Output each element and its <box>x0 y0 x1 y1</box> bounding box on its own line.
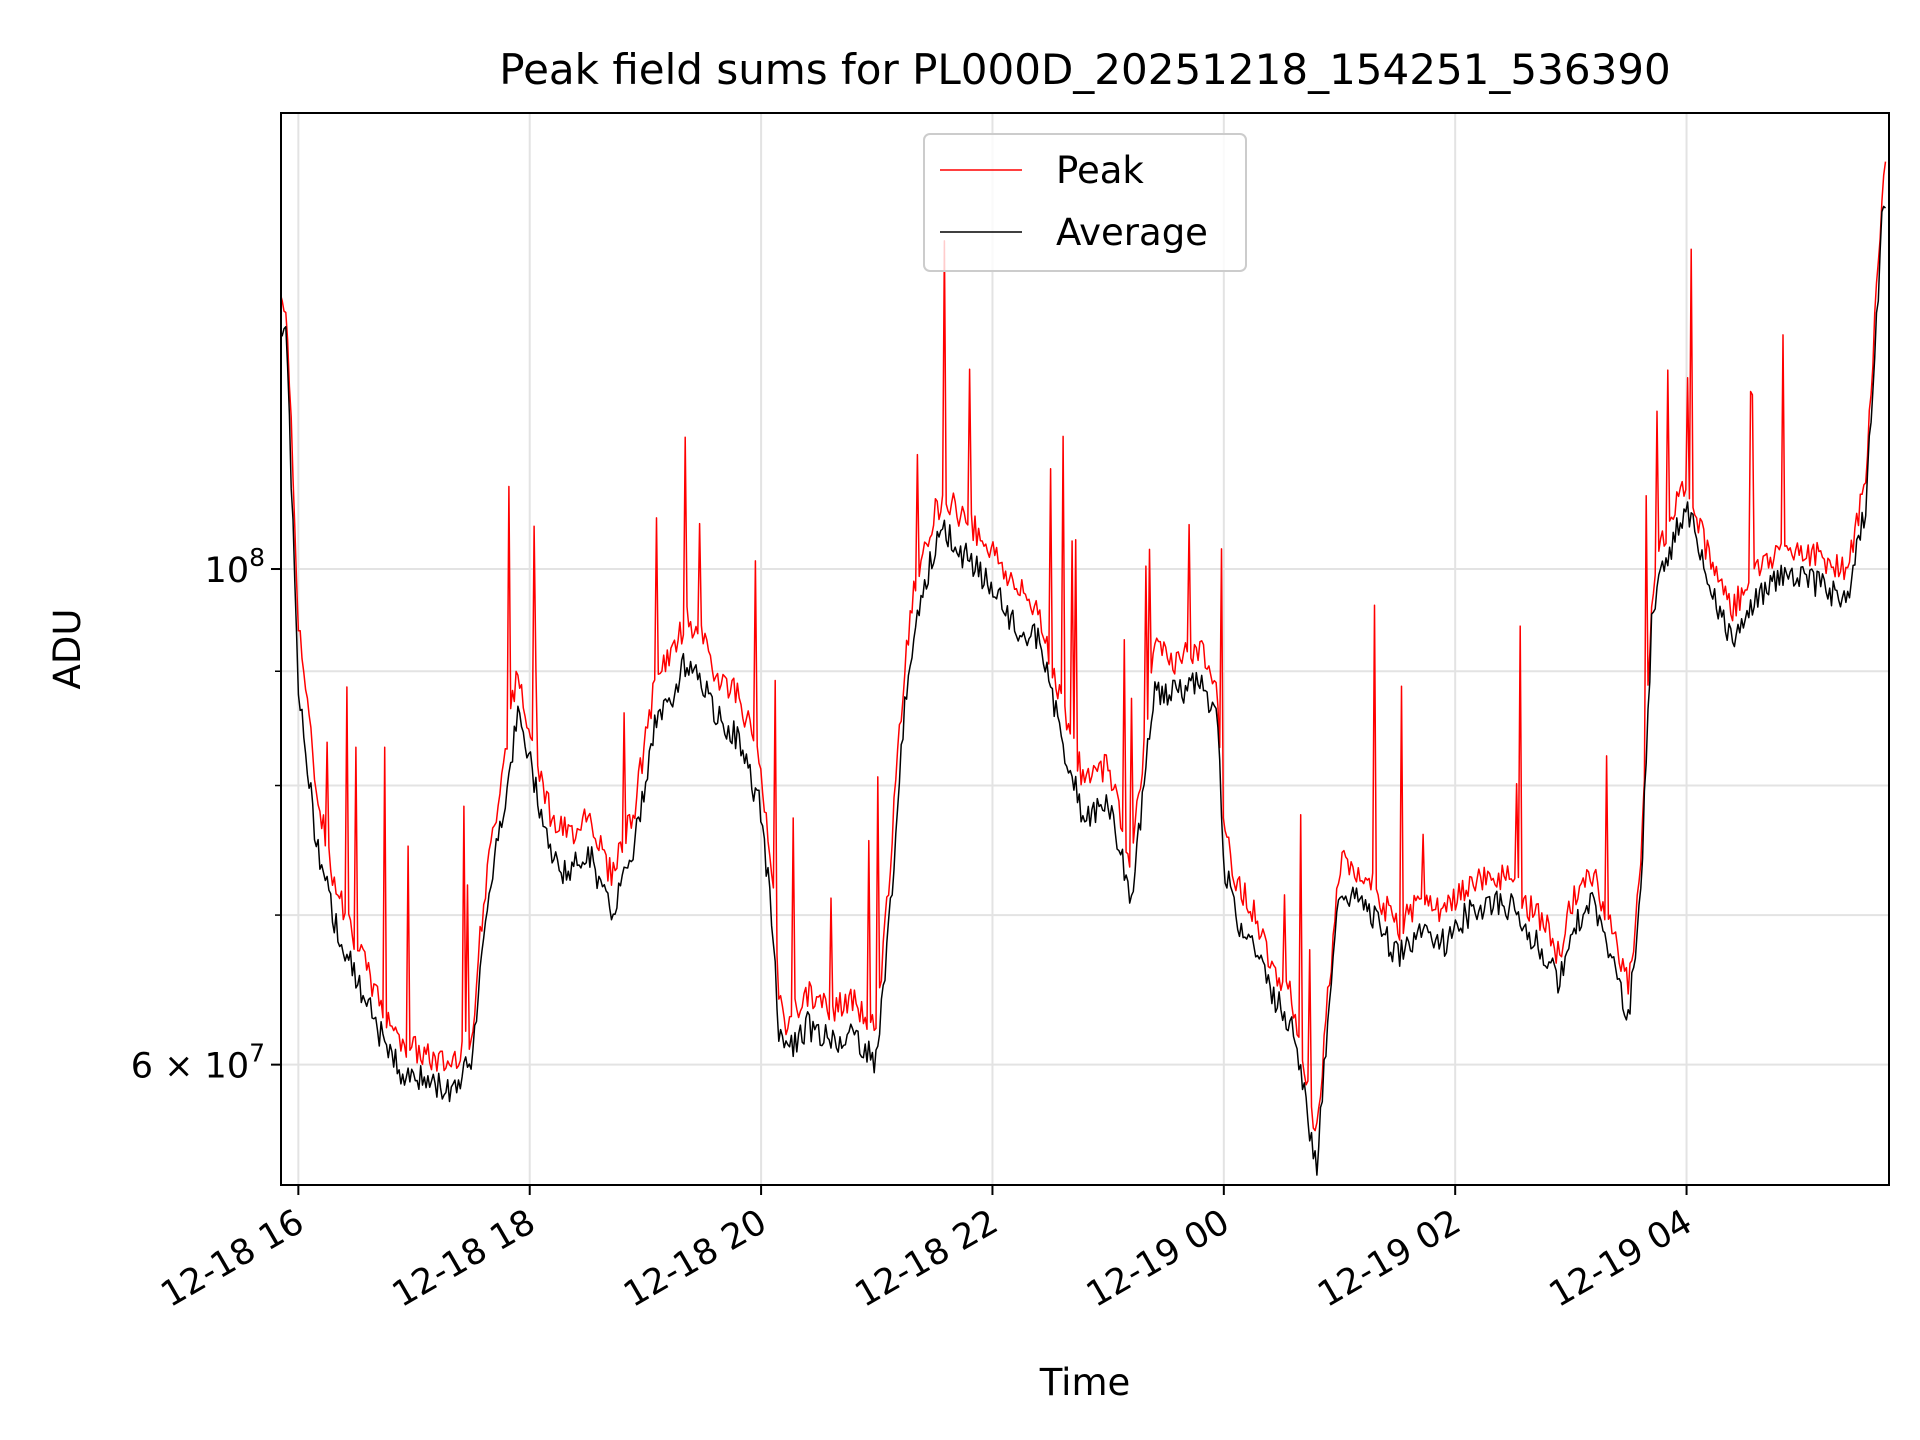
plot-frame <box>280 112 1890 1186</box>
y-axis: 6 × 107 108 <box>131 543 281 1087</box>
series-line-average <box>281 205 1887 1176</box>
y-tick-label: 6 × 107 <box>131 1039 265 1087</box>
legend-peak-label: Peak <box>1056 149 1144 192</box>
legend: Peak Average <box>923 133 1247 272</box>
y-axis-label: ADU <box>46 609 89 690</box>
y-tick-label: 108 <box>205 543 265 591</box>
chart-title: Peak field sums for PL000D_20251218_1542… <box>499 45 1670 94</box>
grid <box>281 113 1889 1185</box>
x-axis-label: Time <box>1039 1361 1131 1404</box>
series-line-peak <box>281 161 1887 1132</box>
legend-box <box>923 133 1247 272</box>
legend-average-label: Average <box>1056 211 1208 254</box>
series-group <box>281 161 1887 1176</box>
